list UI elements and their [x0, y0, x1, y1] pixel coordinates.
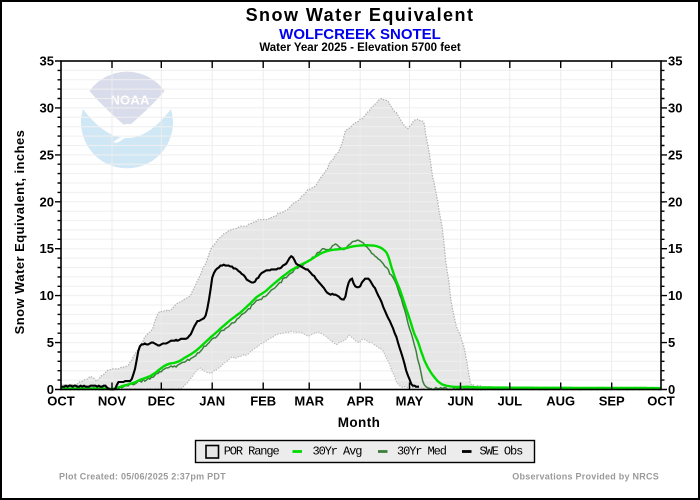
svg-text:MAR: MAR	[294, 394, 324, 409]
svg-text:POR Range: POR Range	[224, 445, 280, 459]
svg-text:OCT: OCT	[647, 394, 675, 409]
svg-text:Observations Provided by NRCS: Observations Provided by NRCS	[512, 472, 659, 482]
svg-text:MAY: MAY	[396, 394, 424, 409]
svg-text:15: 15	[40, 241, 54, 256]
svg-text:Water Year 2025 - Elevation 5: Water Year 2025 - Elevation 5700 feet	[259, 42, 461, 54]
svg-text:Snow Water Equivalent, inches: Snow Water Equivalent, inches	[12, 130, 27, 335]
svg-text:35: 35	[40, 54, 54, 69]
svg-text:OCT: OCT	[47, 394, 75, 409]
svg-text:10: 10	[668, 288, 682, 303]
svg-text:20: 20	[40, 194, 54, 209]
svg-text:SEP: SEP	[599, 394, 625, 409]
svg-text:Plot Created: 05/06/2025 2:37p: Plot Created: 05/06/2025 2:37pm PDT	[59, 472, 226, 482]
svg-text:25: 25	[40, 147, 54, 162]
svg-text:15: 15	[668, 241, 682, 256]
svg-text:AUG: AUG	[546, 394, 575, 409]
svg-text:0: 0	[668, 382, 675, 397]
svg-text:Month: Month	[338, 415, 380, 430]
svg-text:30: 30	[40, 100, 54, 115]
svg-text:NOAA: NOAA	[110, 93, 149, 108]
svg-text:10: 10	[40, 288, 54, 303]
svg-text:Snow Water Equivalent: Snow Water Equivalent	[246, 5, 475, 25]
svg-text:30Yr Avg: 30Yr Avg	[313, 445, 363, 459]
svg-text:5: 5	[668, 335, 675, 350]
svg-text:30Yr Med: 30Yr Med	[397, 445, 447, 459]
svg-text:NOV: NOV	[98, 394, 127, 409]
svg-text:35: 35	[668, 54, 682, 69]
svg-text:APR: APR	[346, 394, 374, 409]
svg-text:25: 25	[668, 147, 682, 162]
svg-text:JUL: JUL	[498, 394, 523, 409]
svg-text:0: 0	[47, 382, 54, 397]
svg-text:FEB: FEB	[250, 394, 276, 409]
svg-text:WOLFCREEK SNOTEL: WOLFCREEK SNOTEL	[279, 26, 441, 43]
svg-text:JAN: JAN	[199, 394, 225, 409]
svg-text:SWE Obs: SWE Obs	[480, 445, 524, 459]
svg-text:DEC: DEC	[148, 394, 176, 409]
svg-text:30: 30	[668, 100, 682, 115]
svg-text:5: 5	[47, 335, 54, 350]
svg-text:20: 20	[668, 194, 682, 209]
svg-text:JUN: JUN	[447, 394, 473, 409]
